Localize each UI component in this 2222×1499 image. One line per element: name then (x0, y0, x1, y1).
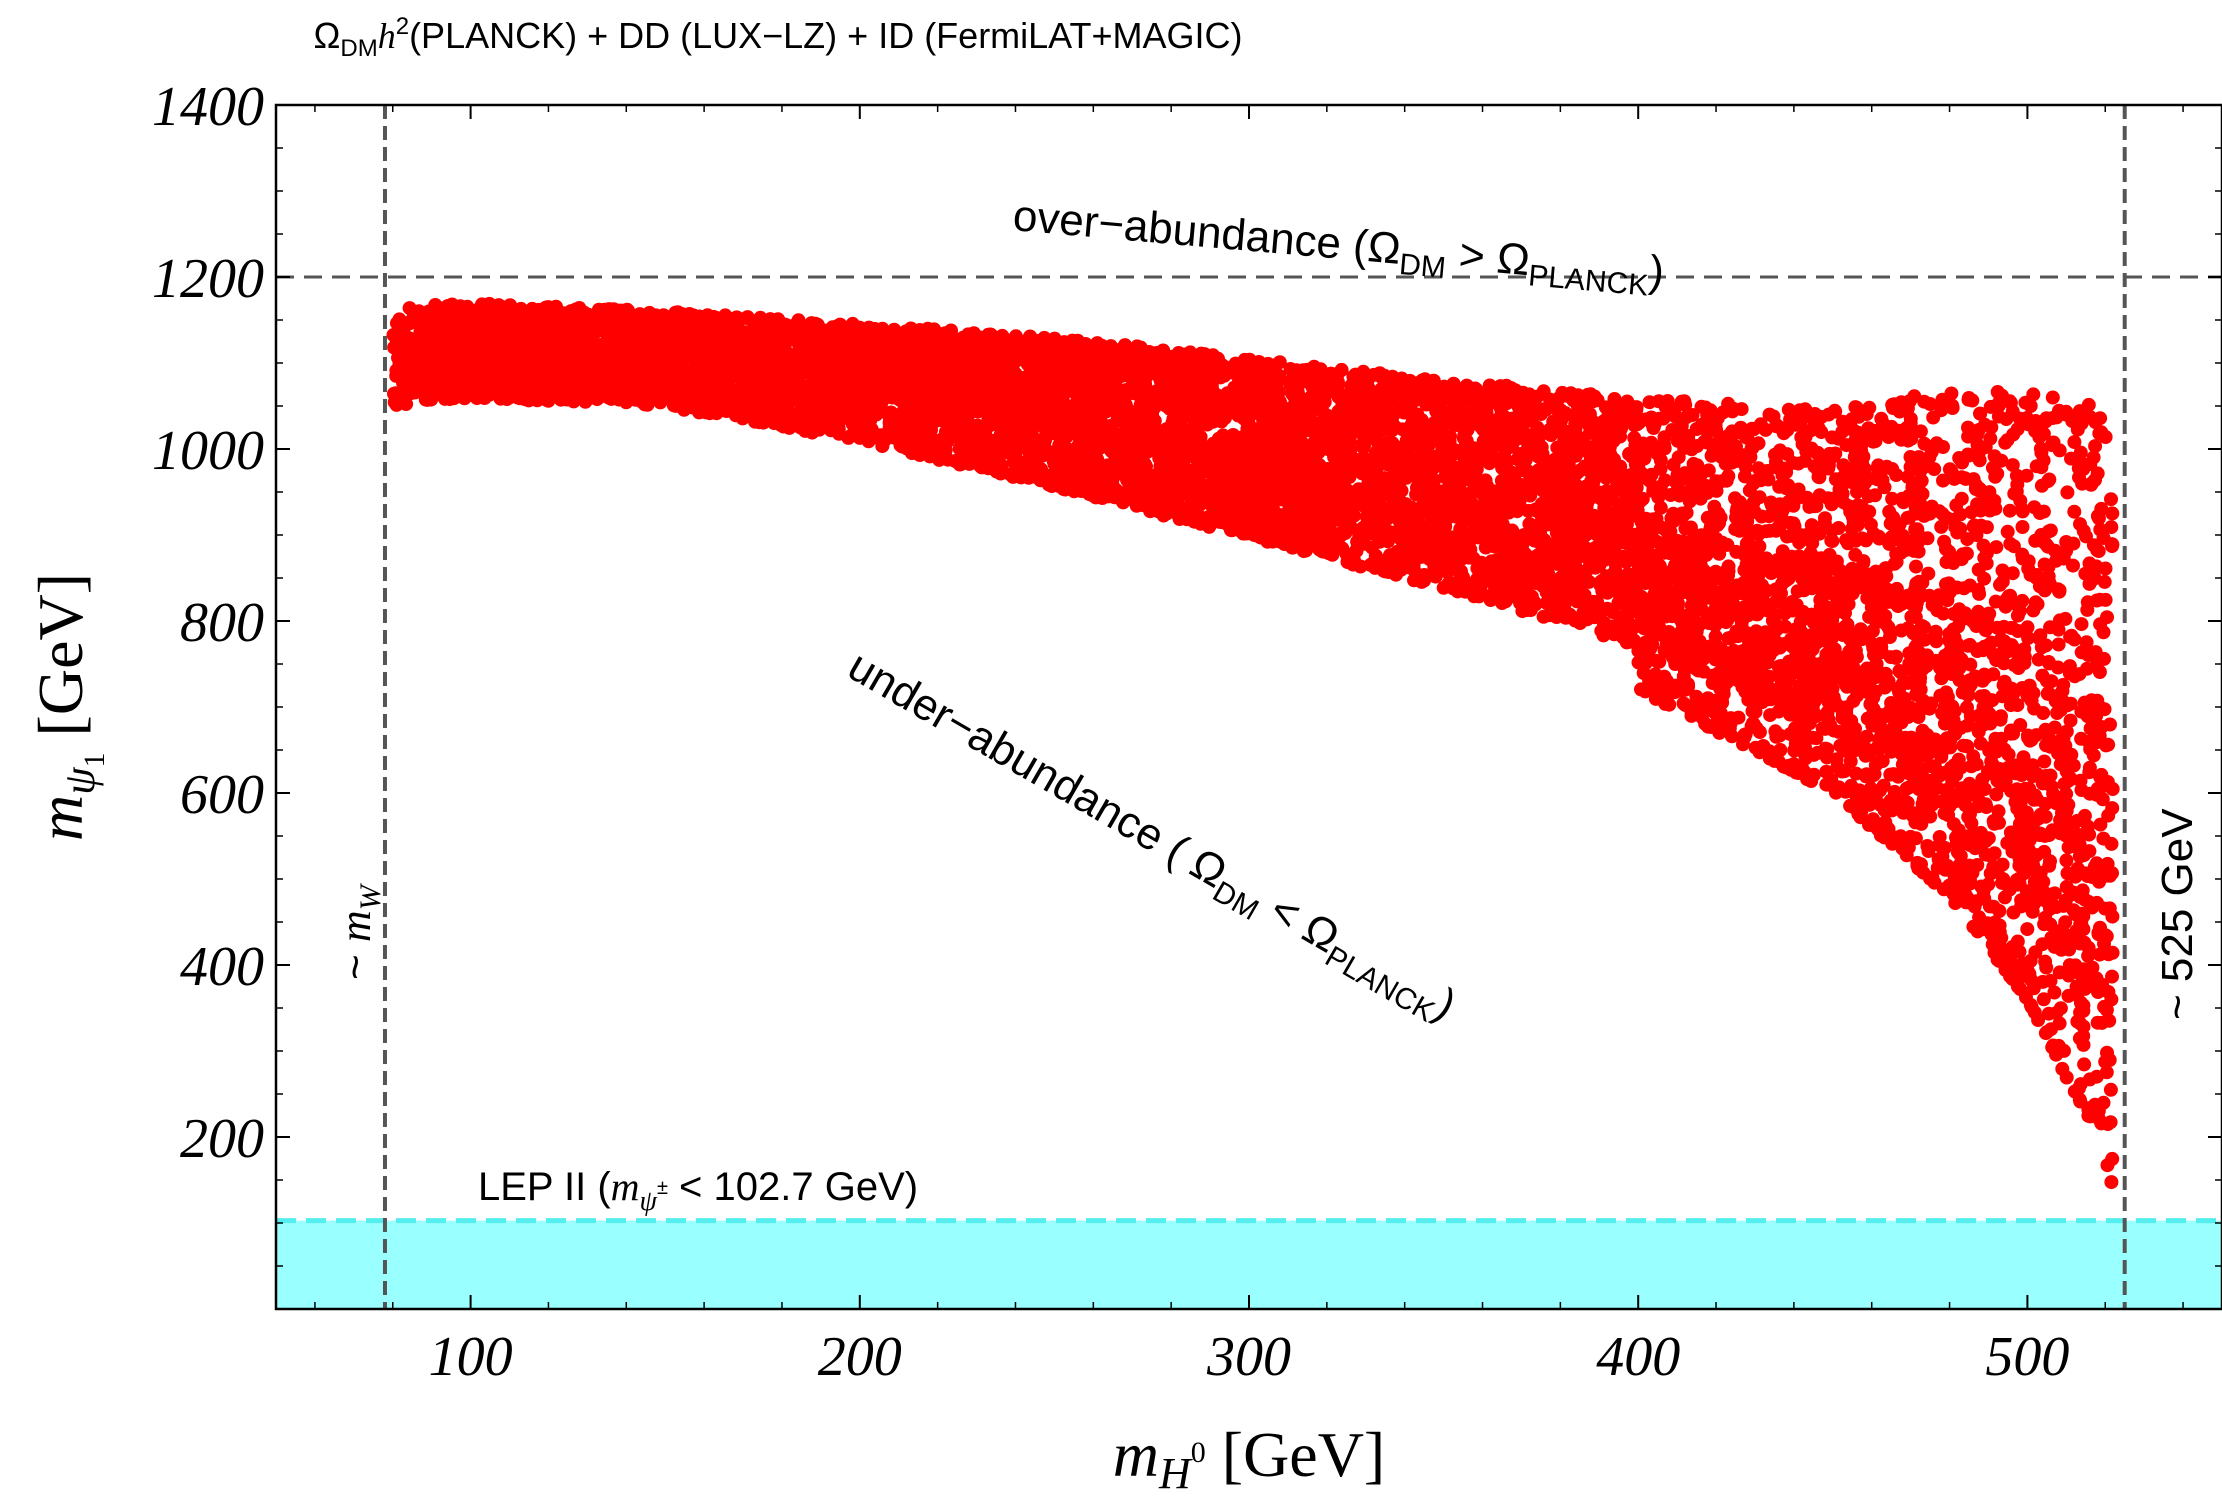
scatter-point (2088, 439, 2103, 454)
scatter-point (2059, 853, 2074, 868)
scatter-point (1721, 469, 1736, 484)
scatter-point (1921, 840, 1936, 855)
scatter-point (2066, 558, 2080, 573)
scatter-point (1825, 534, 1840, 549)
scatter-point (1877, 680, 1892, 695)
scatter-point (1003, 467, 1018, 482)
scatter-point (2101, 737, 2116, 752)
scatter-point (2053, 1001, 2068, 1016)
scatter-point (1751, 436, 1766, 451)
scatter-point (2025, 758, 2040, 773)
scatter-point (1682, 494, 1697, 509)
scatter-point (1941, 808, 1956, 823)
scatter-point (1737, 469, 1752, 484)
scatter-point (2077, 808, 2092, 823)
scatter-point (2076, 1037, 2091, 1052)
scatter-point (1742, 483, 1757, 498)
scatter-point (1889, 468, 1904, 482)
scatter-point (2070, 422, 2085, 437)
chart-title: ΩDMh2(PLANCK) + DD (LUX−LZ) + ID (FermiL… (313, 13, 1242, 62)
scatter-point (1831, 521, 1846, 535)
scatter-point (392, 312, 407, 327)
scatter-point (2096, 831, 2111, 846)
scatter-point (1653, 500, 1668, 515)
scatter-point (1955, 455, 1970, 470)
scatter-point (1710, 475, 1725, 490)
scatter-point (1868, 488, 1883, 503)
scatter-point (2038, 722, 2053, 737)
scatter-point (1976, 538, 1991, 553)
scatter-point (2067, 435, 2082, 450)
scatter-point (2042, 472, 2057, 487)
scatter-points (386, 296, 2120, 1190)
scatter-point (1885, 491, 1900, 506)
scatter-point (1754, 466, 1769, 481)
scatter-point (1752, 745, 1767, 760)
scatter-point (2064, 628, 2079, 643)
scatter-point (2093, 617, 2108, 632)
scatter-point (2105, 506, 2120, 521)
scatter-point (1478, 473, 1493, 488)
scatter-point (2060, 485, 2075, 500)
scatter-point (1844, 778, 1859, 793)
scatter-point (2063, 713, 2078, 728)
scatter-point (2104, 492, 2118, 507)
lep-excluded-band (276, 1220, 2222, 1309)
scatter-point (2067, 504, 2082, 519)
scatter-point (1909, 559, 1923, 574)
scatter-point (1900, 510, 1915, 525)
scatter-point (2002, 503, 2017, 518)
scatter-point (2080, 602, 2095, 617)
scatter-point (2036, 453, 2051, 468)
scatter-point (1663, 488, 1678, 502)
scatter-point (2043, 620, 2058, 635)
scatter-point (2097, 574, 2112, 589)
scatter-point (2037, 754, 2052, 769)
scatter-point (2015, 520, 2030, 534)
